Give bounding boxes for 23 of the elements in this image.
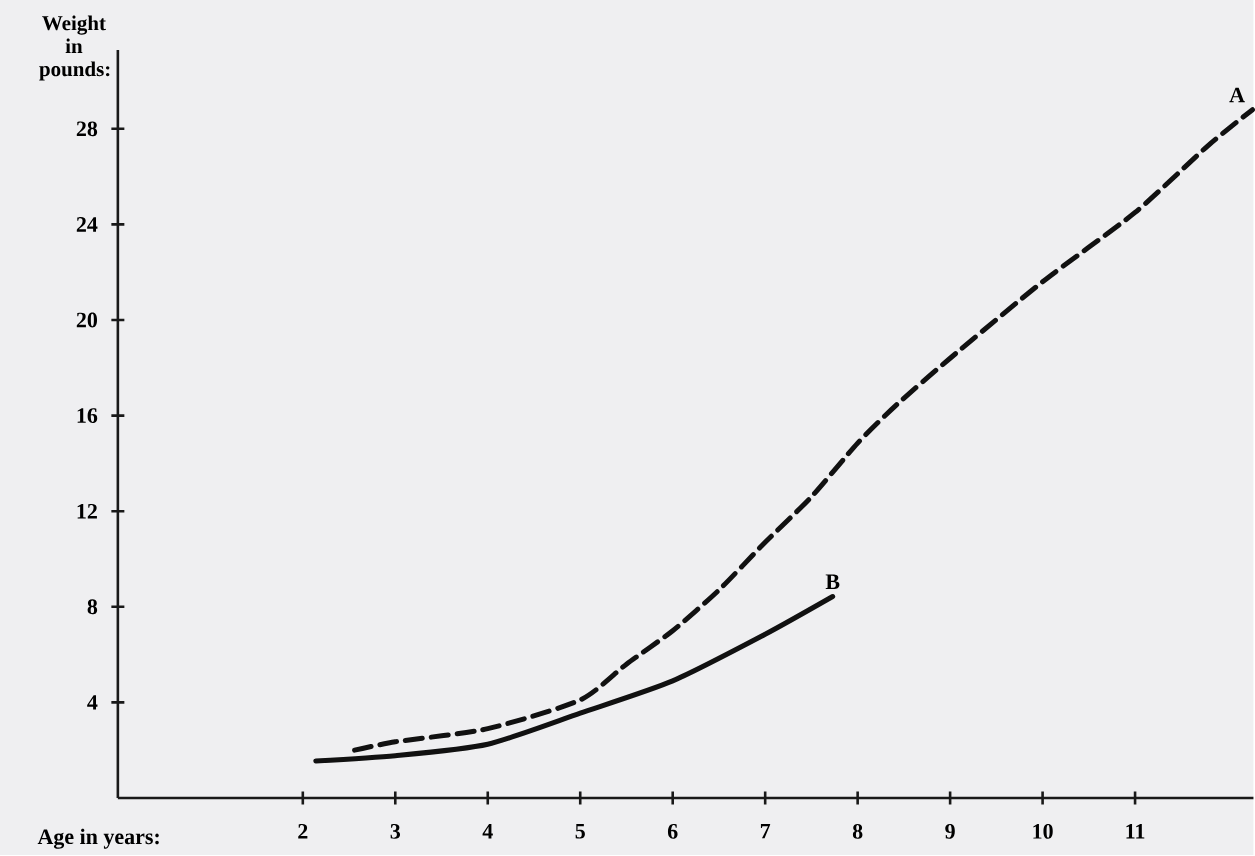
x-tick-label: 4	[482, 823, 493, 839]
y-tick-label: 16	[77, 408, 98, 423]
series-label: B	[825, 574, 840, 589]
y-tick-label: 8	[87, 599, 98, 615]
line-series	[313, 593, 836, 764]
y-tick-label: 28	[76, 121, 98, 137]
x-tick-label: 3	[390, 823, 401, 839]
x-tick-label: 9	[945, 823, 955, 839]
y-axis-title: Weight in pounds:	[39, 15, 110, 81]
x-tick-label: 7	[760, 823, 771, 839]
y-tick-label: 20	[76, 312, 98, 328]
x-tick-label: 6	[667, 823, 678, 839]
y-tick-label: 4	[87, 695, 98, 710]
x-tick-label: 2	[298, 823, 308, 839]
y-tick-label: 12	[77, 503, 97, 519]
line-series	[352, 107, 1255, 753]
x-tick-label: 11	[1126, 823, 1145, 839]
series-label: A	[1229, 87, 1245, 103]
y-tick-label: 24	[76, 217, 98, 232]
x-tick-label: 8	[852, 823, 863, 839]
x-tick-label: 10	[1033, 823, 1053, 839]
x-axis-title: Age in years:	[37, 828, 159, 849]
x-tick-label: 5	[575, 823, 585, 839]
